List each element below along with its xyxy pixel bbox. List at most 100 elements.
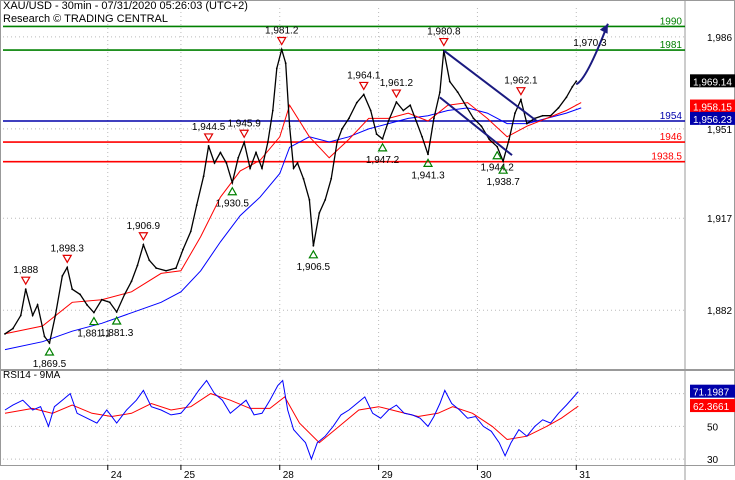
price-point (61, 275, 64, 277)
swing-low-label: 1,881.3 (100, 328, 134, 339)
price-point (395, 101, 398, 103)
rsi-ma-line (4, 393, 579, 444)
price-point (136, 264, 139, 267)
swing-high-label: 1,962.1 (504, 76, 538, 87)
price-point (508, 138, 510, 141)
price-point (24, 288, 27, 291)
price-point (43, 335, 46, 338)
swing-low-label: 1,881.1 (77, 329, 111, 340)
swing-low-marker (111, 315, 122, 325)
x-tick-label: 28 (283, 470, 295, 480)
channel-line (443, 49, 538, 122)
swing-low-marker (377, 142, 388, 152)
swing-high-marker (358, 81, 369, 91)
price-tag-label: 1,969.14 (693, 77, 732, 88)
rsi-tag-label: 71.1987 (693, 388, 730, 399)
price-tag-box (690, 111, 735, 125)
price-point (284, 62, 287, 65)
slow-moving-average-line (4, 107, 582, 351)
swing-low-label: 1,938.7 (486, 177, 520, 188)
swing-high-marker (138, 232, 149, 241)
price-point (296, 162, 299, 164)
swing-high-label: 1,888 (13, 265, 38, 276)
price-point (288, 125, 291, 128)
x-tick-label: 29 (382, 470, 394, 480)
swing-low-marker (88, 316, 99, 326)
price-point (464, 104, 467, 107)
rsi-tag-box (690, 399, 735, 413)
price-point (525, 122, 528, 125)
price-point (36, 304, 39, 306)
price-point (557, 106, 560, 109)
price-tick-label: 1,882 (707, 306, 732, 317)
price-point (549, 114, 552, 117)
price-point (213, 162, 216, 164)
swing-low-label: 1,906.5 (297, 262, 331, 273)
rsi-panel-frame (0, 370, 735, 466)
price-point (115, 311, 118, 313)
price-point (341, 127, 343, 130)
price-point (155, 267, 158, 270)
swing-low-label: 1,944.2 (481, 163, 515, 174)
swing-high-label: 1,906.9 (127, 221, 161, 232)
price-point (181, 248, 184, 251)
price-point (130, 280, 133, 283)
swing-high-marker (438, 37, 449, 47)
price-tag-box (690, 74, 735, 88)
price-point (415, 120, 418, 122)
price-point (375, 133, 378, 136)
x-tick-label: 31 (579, 470, 591, 480)
price-point (142, 243, 145, 246)
target-arrow-head (599, 23, 608, 34)
price-point (312, 244, 315, 247)
price-point (488, 138, 491, 141)
price-point (66, 266, 69, 269)
price-point (4, 332, 6, 335)
fast-moving-average-line (4, 102, 582, 335)
rsi-tick-label: 30 (707, 455, 719, 466)
swing-high-marker (239, 129, 250, 139)
channel-line (439, 96, 513, 156)
price-point (243, 141, 246, 144)
price-point (324, 198, 327, 201)
level-label: 1981 (660, 40, 683, 51)
price-point (336, 141, 338, 143)
swing-high-label: 1,981.2 (265, 26, 299, 37)
rsi-tag-label: 62.3661 (693, 402, 730, 413)
price-point (565, 96, 568, 99)
price-tick-label: 1,951 (707, 125, 732, 136)
target-arrow-line (575, 23, 609, 86)
price-point (480, 125, 483, 128)
swing-low-marker (492, 150, 503, 160)
rsi-tag-box (690, 384, 735, 398)
price-point (502, 160, 505, 163)
price-point (261, 167, 263, 170)
price-point (19, 314, 22, 317)
price-point (575, 80, 578, 83)
chart-header-instrument: XAU/USD - 30min - 07/31/2020 05:26:03 (U… (3, 0, 248, 12)
price-point (427, 153, 429, 156)
swing-high-label: 1,898.3 (51, 243, 85, 254)
swing-high-label: 1,980.8 (427, 27, 461, 38)
price-point (31, 314, 34, 317)
swing-high-marker (391, 89, 402, 99)
price-point (308, 198, 311, 201)
price-point (292, 167, 295, 170)
price-point (472, 117, 475, 120)
price-tick-label: 1,917 (707, 214, 732, 225)
swing-low-marker (422, 158, 434, 167)
price-point (189, 230, 192, 233)
level-label: 1938.5 (651, 152, 682, 163)
rsi-line (4, 379, 579, 461)
price-point (219, 151, 222, 154)
swing-high-label: 1,961.2 (380, 78, 414, 89)
price-point (541, 114, 544, 117)
swing-low-marker (44, 346, 55, 356)
price-point (48, 342, 51, 344)
price-point (100, 298, 103, 301)
level-label: 1946 (660, 132, 683, 143)
swing-high-marker (62, 254, 73, 264)
price-point (514, 112, 516, 115)
